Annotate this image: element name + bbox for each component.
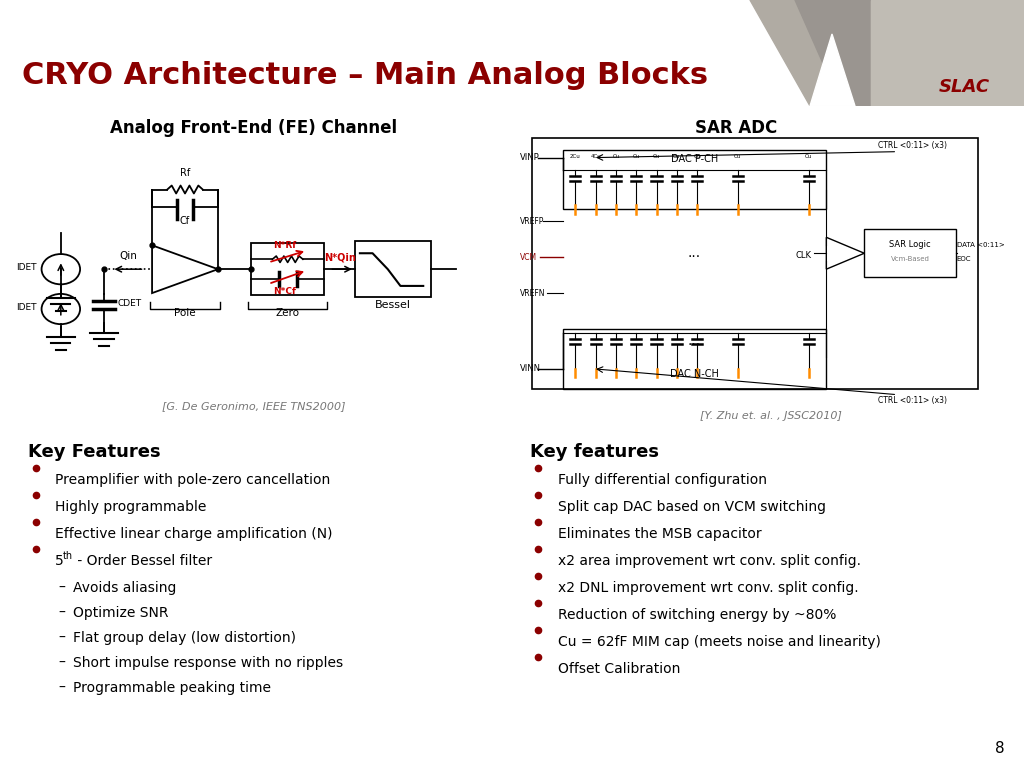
Polygon shape xyxy=(833,0,870,106)
Text: Reduction of switching energy by ~80%: Reduction of switching energy by ~80% xyxy=(558,607,837,621)
Text: SLAC: SLAC xyxy=(939,78,990,96)
Text: Key features: Key features xyxy=(530,442,659,461)
Text: Rf: Rf xyxy=(180,167,190,177)
Bar xyxy=(532,137,978,389)
Text: Zero: Zero xyxy=(275,308,300,318)
Polygon shape xyxy=(810,0,1024,106)
Text: Fully differential configuration: Fully differential configuration xyxy=(558,472,767,487)
Text: DATA <0:11>: DATA <0:11> xyxy=(956,242,1005,248)
Text: Cu = 62fF MIM cap (meets noise and linearity): Cu = 62fF MIM cap (meets noise and linea… xyxy=(558,634,881,648)
Text: Qin: Qin xyxy=(119,251,137,261)
Text: DAC N-CH: DAC N-CH xyxy=(670,369,719,379)
Text: Analog Front-End (FE) Channel: Analog Front-End (FE) Channel xyxy=(110,119,397,137)
Text: ...: ... xyxy=(688,334,701,348)
Text: ...: ... xyxy=(688,247,701,260)
Text: Key Features: Key Features xyxy=(28,442,161,461)
Bar xyxy=(563,150,826,210)
Text: Cu: Cu xyxy=(653,154,660,160)
Text: Pole: Pole xyxy=(174,308,196,318)
Text: Avoids aliasing: Avoids aliasing xyxy=(73,581,176,594)
Text: th: th xyxy=(63,551,73,561)
Text: VREFN: VREFN xyxy=(519,289,545,297)
Bar xyxy=(563,329,826,389)
Text: –: – xyxy=(58,631,65,644)
Text: IDET: IDET xyxy=(16,303,37,312)
Text: Cu: Cu xyxy=(693,154,700,160)
Polygon shape xyxy=(810,34,855,106)
Bar xyxy=(251,243,325,295)
Polygon shape xyxy=(795,0,870,86)
Text: Cu: Cu xyxy=(805,154,812,160)
Text: 4Cu: 4Cu xyxy=(590,154,601,160)
Text: N*Cf: N*Cf xyxy=(273,287,297,296)
Bar xyxy=(354,241,431,297)
Text: - Order Bessel filter: - Order Bessel filter xyxy=(73,554,212,568)
Text: 2Cu: 2Cu xyxy=(570,154,581,160)
Text: CRYO Architecture – Main Analog Blocks: CRYO Architecture – Main Analog Blocks xyxy=(22,61,709,91)
Text: Vcm-Based: Vcm-Based xyxy=(891,257,930,262)
Text: DAC P-CH: DAC P-CH xyxy=(671,154,718,164)
Text: Cu: Cu xyxy=(734,154,741,160)
Text: 8: 8 xyxy=(995,741,1005,756)
Text: VINP: VINP xyxy=(519,153,540,162)
Text: [G. De Geronimo, IEEE TNS2000]: [G. De Geronimo, IEEE TNS2000] xyxy=(162,401,345,411)
Text: VREFP: VREFP xyxy=(519,217,544,226)
Text: –: – xyxy=(58,656,65,670)
Text: VINN: VINN xyxy=(519,364,541,373)
Text: CTRL <0:11> (x3): CTRL <0:11> (x3) xyxy=(878,141,947,151)
Text: Programmable peaking time: Programmable peaking time xyxy=(73,680,271,694)
Text: Preamplifier with pole-zero cancellation: Preamplifier with pole-zero cancellation xyxy=(55,472,331,487)
Text: CDET: CDET xyxy=(117,299,141,307)
Text: Bessel: Bessel xyxy=(375,300,411,310)
Text: Cf: Cf xyxy=(180,216,190,226)
Text: –: – xyxy=(58,680,65,694)
Text: N*Qin: N*Qin xyxy=(324,253,355,263)
Text: –: – xyxy=(58,581,65,594)
Text: x2 area improvement wrt conv. split config.: x2 area improvement wrt conv. split conf… xyxy=(558,554,861,568)
Text: SAR ADC: SAR ADC xyxy=(694,119,777,137)
Polygon shape xyxy=(750,0,870,106)
Text: Split cap DAC based on VCM switching: Split cap DAC based on VCM switching xyxy=(558,499,826,514)
Text: Cu: Cu xyxy=(612,154,620,160)
Text: 5: 5 xyxy=(55,554,63,568)
Text: VCM: VCM xyxy=(519,253,537,262)
Text: SAR Logic: SAR Logic xyxy=(889,240,931,250)
Text: [Y. Zhu et. al. , JSSC2010]: [Y. Zhu et. al. , JSSC2010] xyxy=(699,411,842,421)
Text: CTRL <0:11> (x3): CTRL <0:11> (x3) xyxy=(878,396,947,406)
Text: Offset Calibration: Offset Calibration xyxy=(558,661,680,676)
Text: Short impulse response with no ripples: Short impulse response with no ripples xyxy=(73,656,343,670)
Text: Highly programmable: Highly programmable xyxy=(55,499,207,514)
Text: x2 DNL improvement wrt conv. split config.: x2 DNL improvement wrt conv. split confi… xyxy=(558,581,859,594)
Text: EOC: EOC xyxy=(956,257,971,262)
Text: Eliminates the MSB capacitor: Eliminates the MSB capacitor xyxy=(558,527,762,541)
Text: Cu: Cu xyxy=(633,154,640,160)
Text: Flat group delay (low distortion): Flat group delay (low distortion) xyxy=(73,631,296,644)
Text: Optimize SNR: Optimize SNR xyxy=(73,605,169,620)
Text: Effective linear charge amplification (N): Effective linear charge amplification (N… xyxy=(55,527,333,541)
Text: CLK: CLK xyxy=(796,250,812,260)
Text: –: – xyxy=(58,605,65,620)
Text: Cu: Cu xyxy=(673,154,680,160)
Bar xyxy=(864,230,955,277)
Text: IDET: IDET xyxy=(16,263,37,272)
Text: N*Rf: N*Rf xyxy=(273,241,297,250)
